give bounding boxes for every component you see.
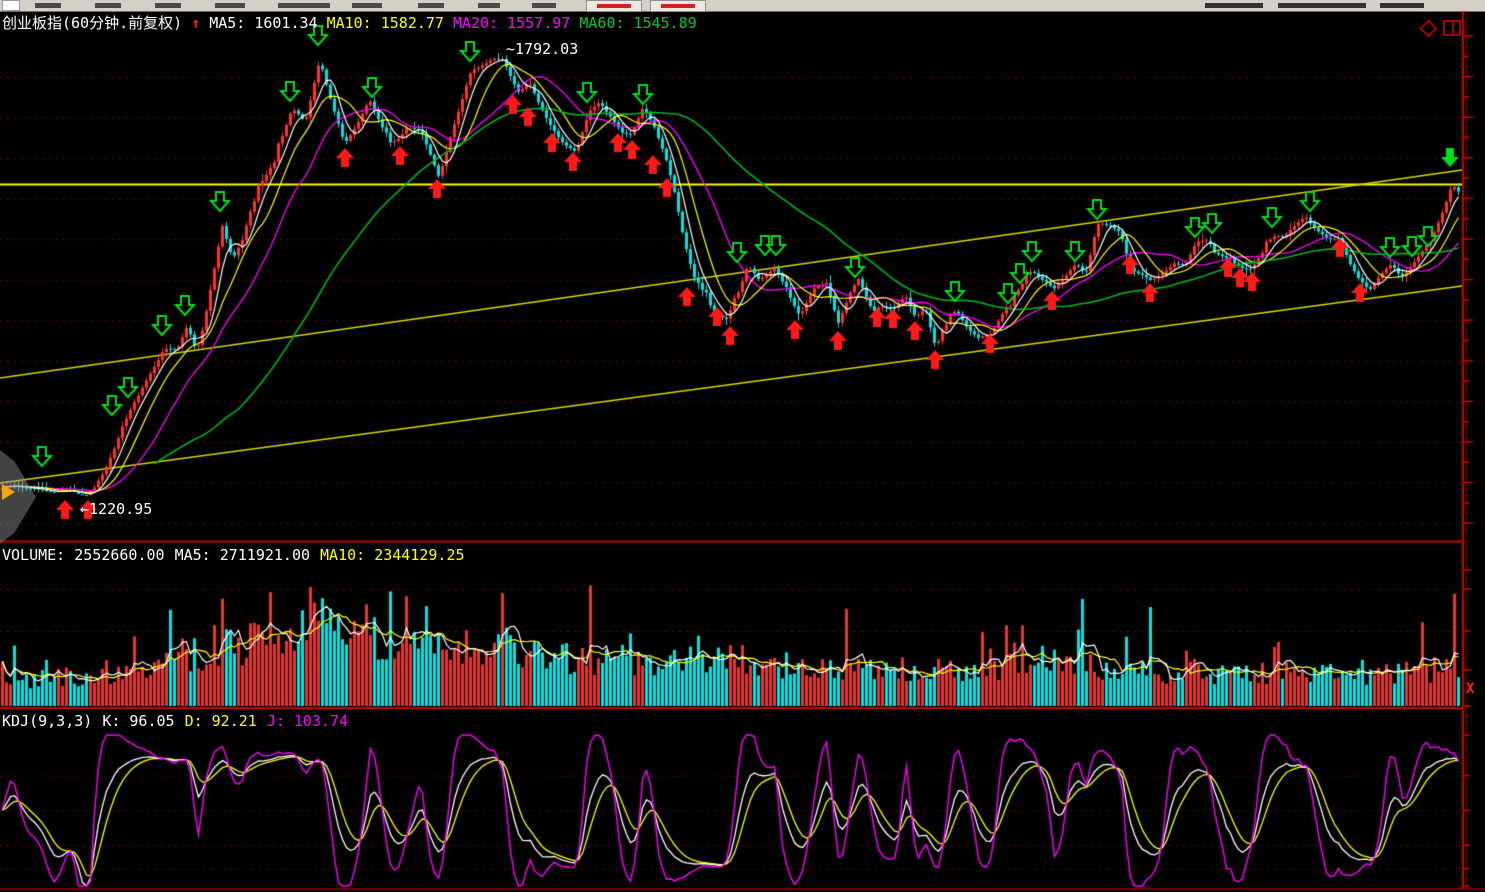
page-back-arrow-icon [2, 484, 15, 500]
toolbar-menu-fragment[interactable] [95, 3, 121, 8]
diamond-icon[interactable] [1419, 18, 1438, 38]
kdj-name: KDJ(9,3,3) [2, 712, 93, 730]
main-chart-corner-icons [1419, 18, 1461, 38]
toolbar-red-button[interactable] [586, 0, 642, 12]
volume-ma10-value: MA10: 2344129.25 [320, 546, 465, 564]
high-price-label: 1792.03 [515, 40, 579, 58]
toolbar-menu-fragment[interactable] [278, 3, 330, 8]
toolbar-menu-fragment[interactable] [352, 3, 382, 8]
kdj-k-value: K: 96.05 [102, 712, 175, 730]
toolbar-status-fragment [1380, 3, 1424, 8]
top-toolbar [0, 0, 1485, 12]
volume-value: VOLUME: 2552660.00 [2, 546, 165, 564]
volume-panel-header: VOLUME: 2552660.00 MA5: 2711921.00 MA10: 2… [2, 547, 475, 564]
toolbar-status-fragment [1205, 3, 1263, 8]
left-arrow-icon: ← [80, 500, 90, 518]
kdj-panel-header: KDJ(9,3,3) K: 96.05 D: 92.21 J: 103.74 [2, 713, 358, 730]
toolbar-red-button[interactable] [650, 0, 706, 12]
toolbar-left-box[interactable] [2, 0, 20, 11]
volume-ma5-value: MA5: 2711921.00 [174, 546, 311, 564]
panel-close-icon[interactable]: X [1466, 681, 1475, 697]
kdj-d-value: D: 92.21 [184, 712, 257, 730]
toolbar-menu-fragment[interactable] [215, 3, 245, 8]
high-price-annotation: ~1792.03 [506, 41, 578, 58]
toolbar-menu-fragment[interactable] [418, 3, 444, 8]
trend-up-arrow-icon: ↑ [191, 14, 201, 32]
ma5-value: MA5: 1601.34 [209, 14, 318, 32]
toolbar-status-fragment [1278, 3, 1366, 8]
window-split-icon[interactable] [1443, 20, 1461, 36]
instrument-title: 创业板指(60分钟.前复权) [2, 14, 183, 32]
toolbar-menu-fragment[interactable] [35, 3, 61, 8]
low-price-label: 1220.95 [89, 500, 153, 518]
toolbar-menu-fragment[interactable] [155, 3, 181, 8]
ma20-value: MA20: 1557.97 [452, 14, 571, 32]
ma10-value: MA10: 1582.77 [326, 14, 444, 32]
main-chart-header: 创业板指(60分钟.前复权) ↑ MA5: 1601.34 MA10: 1582.77… [2, 15, 706, 32]
ma60-value: MA60: 1545.89 [579, 14, 697, 32]
kdj-j-value: J: 103.74 [266, 712, 349, 730]
low-price-annotation: ←1220.95 [80, 501, 152, 518]
high-pointer-icon: ~ [506, 40, 516, 58]
toolbar-menu-fragment[interactable] [478, 3, 500, 8]
toolbar-menu-fragment[interactable] [532, 3, 556, 8]
